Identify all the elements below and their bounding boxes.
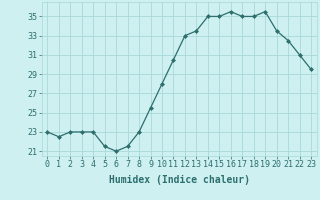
X-axis label: Humidex (Indice chaleur): Humidex (Indice chaleur) — [109, 175, 250, 185]
